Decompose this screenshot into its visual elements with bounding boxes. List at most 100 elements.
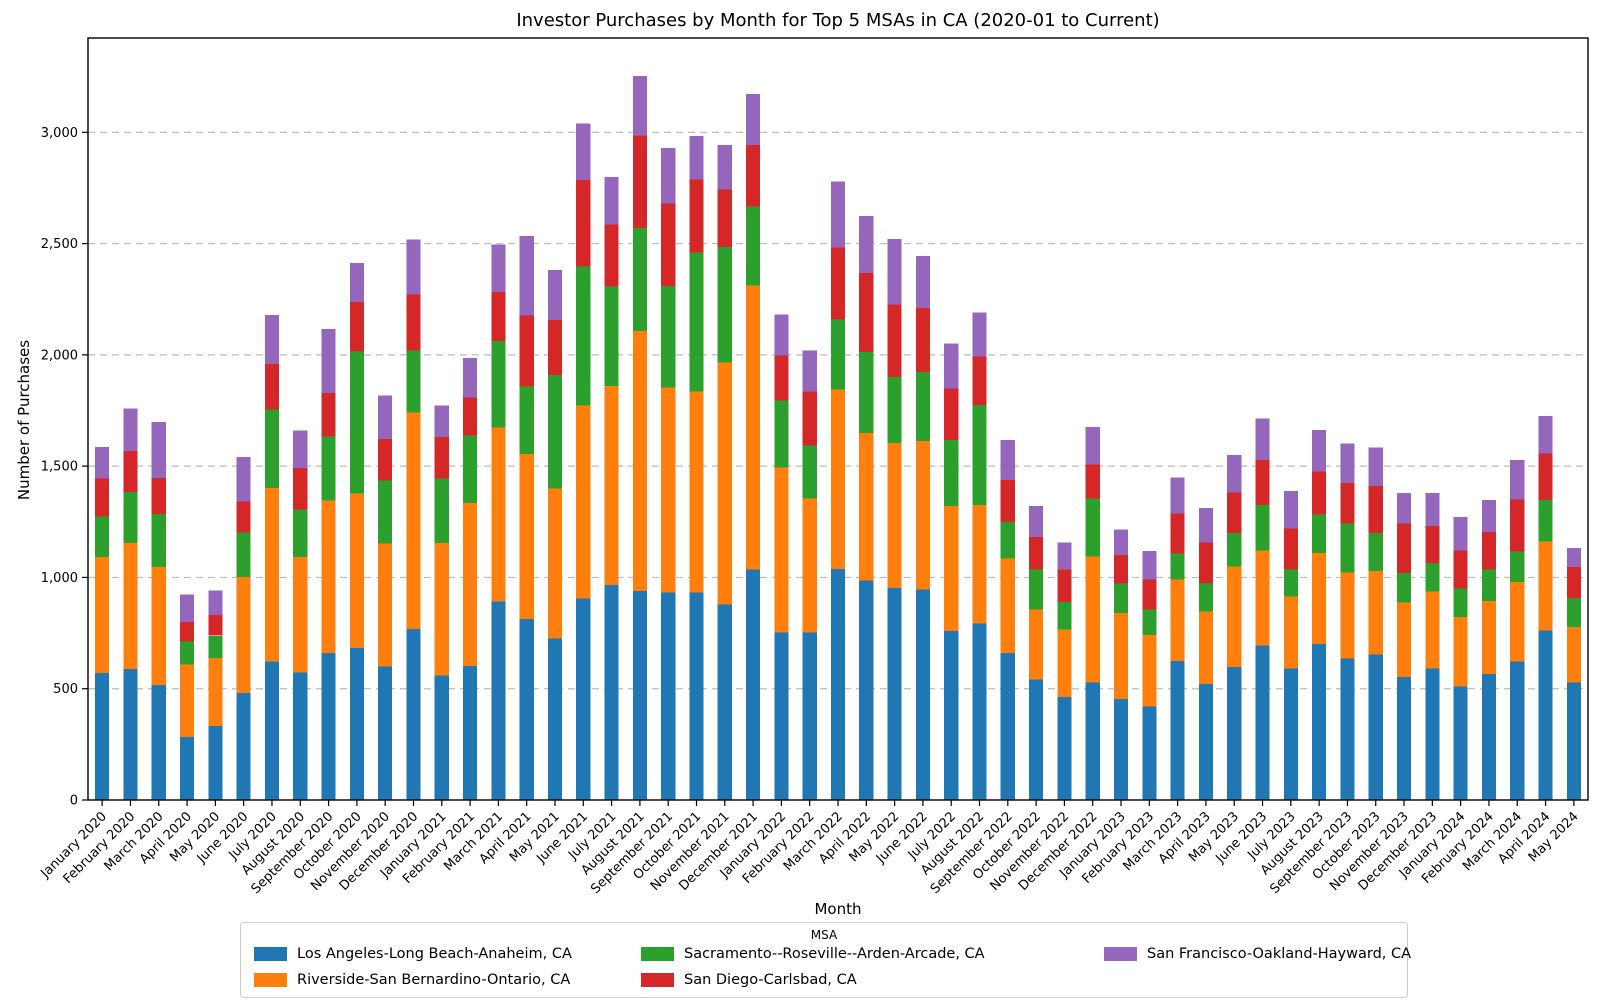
bar-segment	[321, 652, 336, 800]
bar-segment	[547, 374, 563, 489]
bar-segment	[179, 622, 195, 642]
bar-segment	[1425, 562, 1440, 592]
bar-segment	[463, 397, 478, 436]
bar-segment	[632, 75, 647, 136]
bar-segment	[1425, 591, 1440, 669]
bar-segment	[1510, 499, 1525, 552]
bar-segment	[604, 386, 619, 586]
legend-swatch	[641, 973, 674, 987]
bar-segment	[1198, 507, 1213, 543]
bar-segment	[1566, 566, 1581, 599]
bar-segment	[1283, 528, 1298, 570]
bar-segment	[1000, 480, 1015, 522]
bar-segment	[802, 391, 817, 446]
bar-segment	[689, 592, 704, 800]
bar-segment	[746, 285, 761, 570]
bar-segment	[1000, 652, 1015, 800]
bar-segment	[1170, 513, 1185, 554]
bar-segment	[1255, 550, 1270, 646]
bar-segment	[491, 427, 506, 602]
bar-segment	[717, 189, 732, 248]
legend-item: San Diego-Carlsbad, CA	[641, 971, 857, 989]
legend-label: Los Angeles-Long Beach-Anaheim, CA	[297, 946, 572, 962]
legend-item: San Francisco-Oakland-Hayward, CA	[1104, 945, 1411, 963]
bar-segment	[1538, 541, 1553, 631]
bar-segment	[1057, 542, 1072, 570]
bar-segment	[1312, 552, 1327, 644]
bar-segment	[1029, 569, 1044, 610]
bar-segment	[802, 350, 817, 392]
y-tick-label: 500	[53, 682, 78, 697]
bar-segment	[1085, 426, 1100, 465]
bar-segment	[378, 480, 393, 544]
bar-segment	[519, 236, 534, 316]
bar-segment	[406, 294, 421, 351]
bar-segment	[1283, 596, 1298, 669]
bar-segment	[1113, 555, 1129, 584]
bar-segment	[293, 467, 308, 510]
bar-segment	[774, 314, 789, 356]
bar-segment	[915, 372, 930, 441]
bar-segment	[1453, 550, 1468, 589]
bar-segment	[689, 252, 704, 392]
bar-segment	[1198, 542, 1213, 584]
bar-segment	[1425, 668, 1440, 800]
legend: MSA Los Angeles-Long Beach-Anaheim, CA Ri…	[240, 922, 1411, 998]
bar-segment	[604, 585, 619, 800]
bar-segment	[236, 532, 251, 578]
bar-segment	[1142, 634, 1157, 707]
bar-segment	[661, 203, 676, 287]
bar-segment	[491, 292, 506, 342]
bar-segment	[378, 395, 393, 440]
bar-segment	[689, 391, 704, 593]
bar-segment	[717, 247, 732, 363]
bar-segment	[463, 358, 478, 398]
bar-segment	[547, 638, 563, 800]
bar-segment	[293, 430, 308, 468]
bar-segment	[1340, 572, 1355, 659]
bar-segment	[1029, 679, 1044, 800]
bar-segment	[972, 312, 987, 357]
bar-segment	[830, 319, 846, 390]
bar-segment	[1170, 660, 1185, 800]
bar-segment	[1510, 582, 1525, 662]
bar-segment	[151, 567, 166, 685]
bar-segment	[1566, 627, 1581, 683]
bar-segment	[1396, 492, 1412, 524]
bar-segment	[321, 392, 336, 437]
bar-segment	[576, 405, 591, 599]
x-axis-label: Month	[814, 900, 862, 918]
bar-segment	[406, 412, 421, 630]
bar-segment	[1510, 460, 1525, 500]
bar-segment	[1312, 514, 1327, 553]
legend-item: Los Angeles-Long Beach-Anaheim, CA	[254, 945, 572, 963]
bar-segment	[1481, 673, 1497, 800]
bar-segment	[547, 270, 563, 321]
bar-segment	[661, 147, 676, 204]
bar-segment	[321, 500, 336, 653]
bar-segment	[1113, 583, 1129, 614]
bar-segment	[293, 672, 308, 800]
bar-segment	[661, 286, 676, 388]
bar-segment	[1227, 532, 1242, 567]
bar-segment	[915, 589, 930, 800]
bar-segment	[1255, 460, 1270, 506]
bar-segment	[151, 477, 166, 515]
bar-segment	[1396, 677, 1412, 800]
bar-segment	[1566, 548, 1581, 567]
bar-segment	[293, 557, 308, 673]
bar-segment	[1170, 477, 1185, 514]
bar-segment	[123, 492, 138, 544]
bar-segment	[1085, 556, 1100, 683]
bar-segment	[1085, 464, 1100, 499]
bar-segment	[1453, 617, 1468, 687]
legend-label: San Diego-Carlsbad, CA	[684, 972, 857, 988]
bar-segment	[293, 509, 308, 558]
bar-segment	[972, 356, 987, 405]
bar-segment	[1453, 588, 1468, 618]
bar-segment	[264, 661, 280, 800]
bar-segment	[1085, 498, 1100, 557]
bar-segment	[321, 329, 336, 393]
